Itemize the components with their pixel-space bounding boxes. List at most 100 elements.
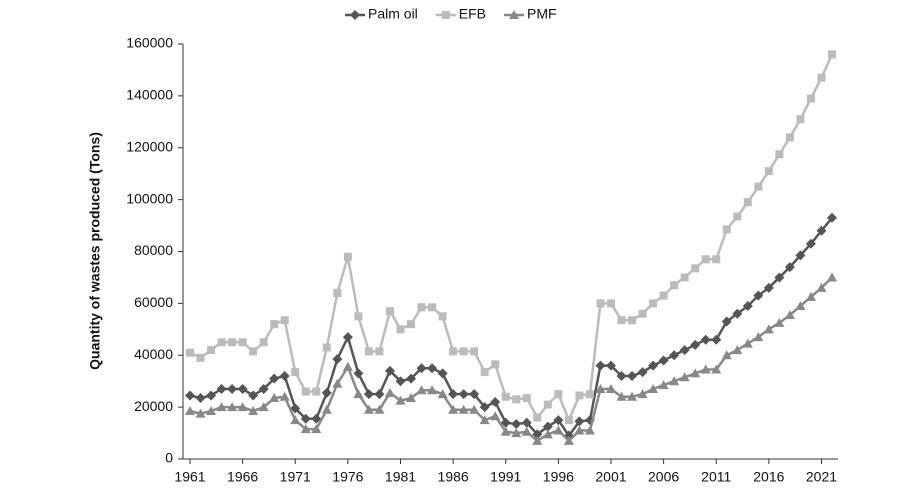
point: [406, 393, 417, 403]
point: [343, 252, 352, 261]
point: [532, 429, 543, 440]
point: [722, 225, 731, 234]
point: [384, 387, 395, 397]
point: [363, 404, 374, 414]
point: [195, 393, 206, 404]
point: [721, 350, 732, 360]
series-line: [189, 276, 833, 443]
point: [690, 339, 701, 350]
point: [553, 415, 564, 426]
y-tick-label: 20000: [134, 398, 173, 414]
point: [206, 406, 217, 416]
point: [827, 272, 837, 282]
point: [342, 332, 353, 343]
x-tick-label: 1981: [385, 469, 416, 485]
point: [753, 332, 764, 342]
point: [627, 391, 638, 401]
x-tick-label: 1976: [332, 469, 363, 485]
point: [237, 383, 248, 394]
point: [384, 365, 395, 376]
point: [249, 347, 258, 356]
point: [458, 404, 469, 414]
point: [206, 390, 217, 401]
point: [448, 389, 459, 400]
point: [300, 413, 311, 424]
point: [753, 290, 764, 301]
point: [248, 406, 259, 416]
point: [374, 389, 385, 400]
point: [217, 338, 226, 347]
point: [279, 391, 290, 401]
legend-label: Palm oil: [368, 6, 418, 22]
point: [669, 350, 680, 361]
series: [185, 212, 837, 441]
point: [490, 411, 501, 421]
point: [659, 291, 668, 300]
point: [805, 238, 816, 249]
point: [522, 394, 531, 403]
point: [742, 338, 753, 348]
point: [721, 316, 732, 327]
point: [605, 383, 616, 393]
point: [311, 424, 322, 434]
point: [416, 363, 427, 374]
point: [354, 312, 363, 321]
point: [301, 387, 310, 396]
point: [680, 273, 689, 282]
point: [458, 389, 469, 400]
point: [637, 389, 648, 399]
point: [795, 250, 806, 261]
point: [248, 390, 259, 401]
x-tick-label: 2016: [753, 469, 784, 485]
point: [564, 416, 573, 425]
point: [290, 415, 301, 425]
point: [407, 320, 416, 329]
point: [470, 347, 479, 356]
point: [437, 389, 448, 399]
point: [332, 378, 343, 388]
point: [627, 371, 638, 381]
point: [216, 402, 227, 412]
point: [416, 385, 427, 395]
point: [449, 347, 458, 356]
point: [691, 264, 700, 273]
point: [596, 299, 605, 308]
point: [258, 402, 269, 412]
point: [670, 281, 679, 290]
point: [216, 383, 227, 394]
point: [637, 367, 648, 378]
point: [228, 338, 237, 347]
point: [374, 404, 385, 414]
point: [438, 312, 447, 321]
point: [784, 262, 795, 273]
point: [763, 282, 774, 293]
point: [511, 418, 522, 429]
point: [763, 324, 774, 334]
point: [554, 390, 563, 399]
x-tick-label: 1996: [543, 469, 574, 485]
point: [279, 371, 290, 381]
point: [828, 50, 836, 59]
point: [459, 347, 468, 356]
point: [259, 338, 268, 347]
point: [817, 73, 826, 82]
point: [638, 309, 647, 318]
point: [196, 353, 205, 362]
point: [353, 368, 364, 379]
point: [712, 255, 721, 264]
series: [186, 50, 836, 425]
y-tick-label: 100000: [126, 190, 173, 206]
point: [363, 389, 374, 400]
point: [679, 345, 690, 356]
point: [732, 308, 743, 319]
point: [322, 343, 331, 352]
point: [395, 395, 406, 405]
point: [806, 94, 815, 103]
point: [574, 425, 585, 435]
point: [185, 390, 195, 401]
point: [427, 385, 438, 395]
point: [733, 212, 742, 221]
x-tick-label: 1986: [438, 469, 469, 485]
point: [816, 282, 827, 292]
point: [332, 354, 343, 365]
